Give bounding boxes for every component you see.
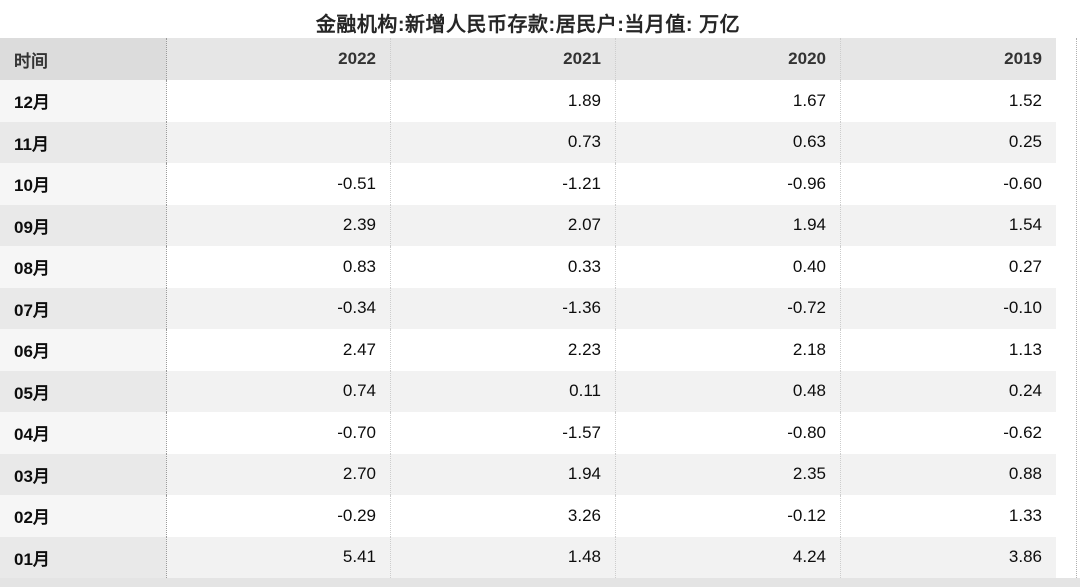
value-cell: 2.07: [390, 204, 615, 246]
value-cell: 5.41: [166, 536, 390, 578]
month-cell: 02月: [0, 495, 166, 537]
value-cell: 1.89: [390, 80, 615, 122]
table-row: 05月 0.74 0.11 0.48 0.24: [0, 370, 1056, 412]
header-cell-year: 2021: [390, 38, 615, 80]
value-cell: -1.21: [390, 163, 615, 205]
value-cell: 2.18: [615, 329, 840, 371]
table-row: 12月 1.89 1.67 1.52: [0, 80, 1056, 122]
month-cell: 11月: [0, 121, 166, 163]
value-cell: 1.67: [615, 80, 840, 122]
value-cell: 0.48: [615, 370, 840, 412]
month-cell: 07月: [0, 287, 166, 329]
value-cell: 4.24: [615, 536, 840, 578]
value-cell: 2.70: [166, 453, 390, 495]
value-cell: 2.47: [166, 329, 390, 371]
value-cell: -0.10: [840, 287, 1056, 329]
month-cell: 06月: [0, 329, 166, 371]
table-row: 07月 -0.34 -1.36 -0.72 -0.10: [0, 287, 1056, 329]
month-cell: 09月: [0, 204, 166, 246]
value-cell: 0.73: [390, 121, 615, 163]
value-cell: 0.63: [615, 121, 840, 163]
header-cell-year: 2022: [166, 38, 390, 80]
value-cell: 1.52: [840, 80, 1056, 122]
header-cell-year: 2020: [615, 38, 840, 80]
table-row: 09月 2.39 2.07 1.94 1.54: [0, 204, 1056, 246]
month-cell: 08月: [0, 246, 166, 288]
value-cell: 2.35: [615, 453, 840, 495]
bottom-strip: [0, 578, 1080, 587]
data-table: 时间 2022 2021 2020 2019 12月 1.89 1.67 1.52 11月 0.73…: [0, 38, 1056, 578]
value-cell: 1.48: [390, 536, 615, 578]
month-cell: 03月: [0, 453, 166, 495]
value-cell: -0.72: [615, 287, 840, 329]
month-cell: 01月: [0, 536, 166, 578]
value-cell: 0.74: [166, 370, 390, 412]
table-row: 11月 0.73 0.63 0.25: [0, 121, 1056, 163]
header-cell-time: 时间: [0, 38, 166, 80]
month-cell: 10月: [0, 163, 166, 205]
value-cell: -0.29: [166, 495, 390, 537]
value-cell: 0.24: [840, 370, 1056, 412]
value-cell: -0.51: [166, 163, 390, 205]
value-cell: 0.25: [840, 121, 1056, 163]
month-cell: 04月: [0, 412, 166, 454]
value-cell: 2.39: [166, 204, 390, 246]
value-cell: [166, 121, 390, 163]
table-row: 03月 2.70 1.94 2.35 0.88: [0, 453, 1056, 495]
value-cell: -0.12: [615, 495, 840, 537]
value-cell: -0.96: [615, 163, 840, 205]
table-row: 01月 5.41 1.48 4.24 3.86: [0, 536, 1056, 578]
value-cell: 0.33: [390, 246, 615, 288]
value-cell: 3.86: [840, 536, 1056, 578]
table-row: 06月 2.47 2.23 2.18 1.13: [0, 329, 1056, 371]
table-header-row: 时间 2022 2021 2020 2019: [0, 38, 1056, 80]
table-row: 02月 -0.29 3.26 -0.12 1.33: [0, 495, 1056, 537]
value-cell: -0.34: [166, 287, 390, 329]
right-column-divider: [1076, 38, 1077, 578]
header-cell-year: 2019: [840, 38, 1056, 80]
value-cell: 0.88: [840, 453, 1056, 495]
value-cell: 0.27: [840, 246, 1056, 288]
value-cell: 1.94: [390, 453, 615, 495]
value-cell: [166, 80, 390, 122]
value-cell: -0.62: [840, 412, 1056, 454]
value-cell: -1.57: [390, 412, 615, 454]
value-cell: 2.23: [390, 329, 615, 371]
value-cell: 1.33: [840, 495, 1056, 537]
value-cell: 0.83: [166, 246, 390, 288]
value-cell: 1.13: [840, 329, 1056, 371]
table-row: 04月 -0.70 -1.57 -0.80 -0.62: [0, 412, 1056, 454]
value-cell: 0.11: [390, 370, 615, 412]
value-cell: -0.80: [615, 412, 840, 454]
value-cell: -0.60: [840, 163, 1056, 205]
month-cell: 05月: [0, 370, 166, 412]
page-title: 金融机构:新增人民币存款:居民户:当月值: 万亿: [315, 14, 741, 36]
value-cell: -1.36: [390, 287, 615, 329]
month-cell: 12月: [0, 80, 166, 122]
value-cell: 3.26: [390, 495, 615, 537]
table-row: 08月 0.83 0.33 0.40 0.27: [0, 246, 1056, 288]
value-cell: -0.70: [166, 412, 390, 454]
table-row: 10月 -0.51 -1.21 -0.96 -0.60: [0, 163, 1056, 205]
value-cell: 1.54: [840, 204, 1056, 246]
value-cell: 1.94: [615, 204, 840, 246]
value-cell: 0.40: [615, 246, 840, 288]
